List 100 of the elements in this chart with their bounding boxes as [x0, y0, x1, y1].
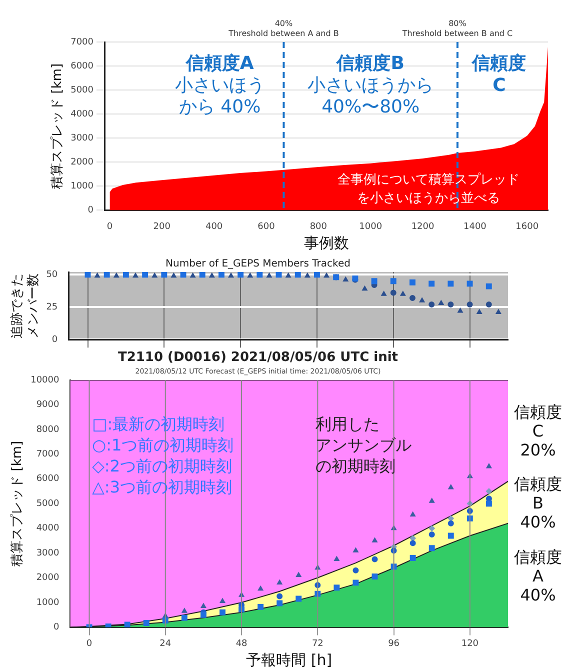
- y-tick-label: 3000: [70, 133, 94, 144]
- y-tick-label: 25: [46, 302, 58, 312]
- point: [458, 308, 463, 313]
- annotation: 信頼度B: [336, 52, 404, 74]
- chart-title: T2110 (D0016) 2021/08/05/06 UTC init: [118, 350, 398, 366]
- point: [142, 272, 148, 278]
- point: [448, 280, 454, 287]
- point: [428, 532, 435, 538]
- point: [104, 272, 110, 278]
- point: [486, 283, 492, 290]
- point: [276, 593, 283, 600]
- y-tick-label: 50: [46, 270, 58, 280]
- point: [352, 580, 359, 586]
- point: [466, 280, 473, 287]
- point: [209, 272, 215, 278]
- y-tick-label: 0: [52, 334, 58, 345]
- point: [181, 614, 188, 621]
- y-axis-title: 追跡できたメンバー数: [10, 273, 41, 338]
- point: [409, 295, 416, 301]
- series-label: 信頼度 B 40%: [514, 474, 562, 532]
- point: [152, 272, 158, 278]
- point: [199, 272, 206, 278]
- point: [161, 272, 168, 278]
- point: [410, 279, 416, 286]
- point: [296, 596, 302, 602]
- point: [410, 540, 416, 546]
- point: [276, 272, 282, 278]
- series-label: 信頼度 A 40%: [514, 547, 562, 604]
- point: [400, 291, 406, 296]
- annotation: 利用した: [315, 414, 380, 434]
- y-axis-title: 積算スプレッド [km]: [10, 440, 26, 566]
- x-tick-label: 96: [388, 638, 400, 649]
- y-tick-label: 10000: [30, 375, 60, 386]
- x-tick-label: 1400: [464, 222, 487, 232]
- point: [448, 484, 454, 490]
- y-tick-label: 7000: [36, 450, 60, 460]
- point: [352, 567, 359, 574]
- y-tick-label: 1000: [70, 182, 94, 192]
- point: [428, 525, 435, 532]
- point: [286, 272, 291, 278]
- y-tick-label: 0: [53, 622, 60, 633]
- annotation: から 40%: [178, 96, 261, 118]
- point: [428, 545, 435, 552]
- point: [220, 598, 226, 603]
- y-tick-label: 9000: [36, 400, 60, 410]
- point: [276, 580, 282, 584]
- x-tick-label: 0: [106, 222, 113, 232]
- point: [372, 556, 378, 562]
- point: [410, 512, 416, 516]
- point: [200, 612, 206, 618]
- x-tick-label: 1600: [516, 222, 539, 232]
- point: [390, 278, 396, 284]
- x-tick-label: 400: [205, 222, 223, 232]
- x-axis-title: 事例数: [304, 234, 349, 252]
- y-tick-label: 7000: [70, 37, 94, 48]
- point: [486, 302, 492, 308]
- x-tick-label: 600: [258, 222, 276, 232]
- point: [304, 272, 310, 278]
- point: [114, 272, 120, 278]
- point: [448, 515, 454, 522]
- x-axis-title: 予報時間 [h]: [246, 650, 332, 669]
- point: [220, 609, 226, 616]
- point: [124, 622, 130, 628]
- x-tick-label: 120: [461, 638, 479, 649]
- annotation: 小さいほうから: [308, 74, 434, 96]
- annotation: C: [492, 74, 506, 96]
- point: [314, 272, 320, 278]
- annotation: 全事例について積算スプレッド: [337, 172, 520, 188]
- point: [200, 603, 206, 608]
- point: [448, 302, 454, 308]
- point: [256, 272, 263, 278]
- ref-line-label: 80% Threshold between B and C: [401, 19, 514, 38]
- x-tick-label: 1000: [359, 222, 382, 232]
- point: [410, 555, 416, 561]
- point: [247, 272, 253, 278]
- x-tick-label: 200: [153, 222, 171, 232]
- point: [390, 290, 396, 296]
- point: [180, 272, 186, 278]
- point: [448, 532, 454, 539]
- point: [84, 272, 91, 278]
- point: [132, 272, 138, 278]
- x-tick-label: 1200: [411, 222, 435, 232]
- y-tick-label: 2000: [36, 573, 60, 584]
- x-tick-label: 48: [236, 638, 248, 649]
- point: [334, 556, 340, 561]
- point: [276, 600, 283, 606]
- point: [438, 300, 444, 305]
- point: [228, 272, 234, 278]
- x-tick-label: 72: [312, 638, 324, 649]
- annotation: 信頼度: [471, 52, 526, 74]
- y-tick-label: 6000: [70, 61, 94, 72]
- point: [182, 608, 188, 613]
- annotation: 40%〜80%: [322, 96, 420, 118]
- y-tick-label: 2000: [70, 157, 94, 168]
- point: [381, 291, 386, 296]
- y-tick-label: 5000: [36, 498, 60, 509]
- point: [353, 548, 358, 552]
- x-tick-label: 24: [160, 638, 172, 649]
- point: [296, 572, 302, 578]
- point: [342, 276, 348, 282]
